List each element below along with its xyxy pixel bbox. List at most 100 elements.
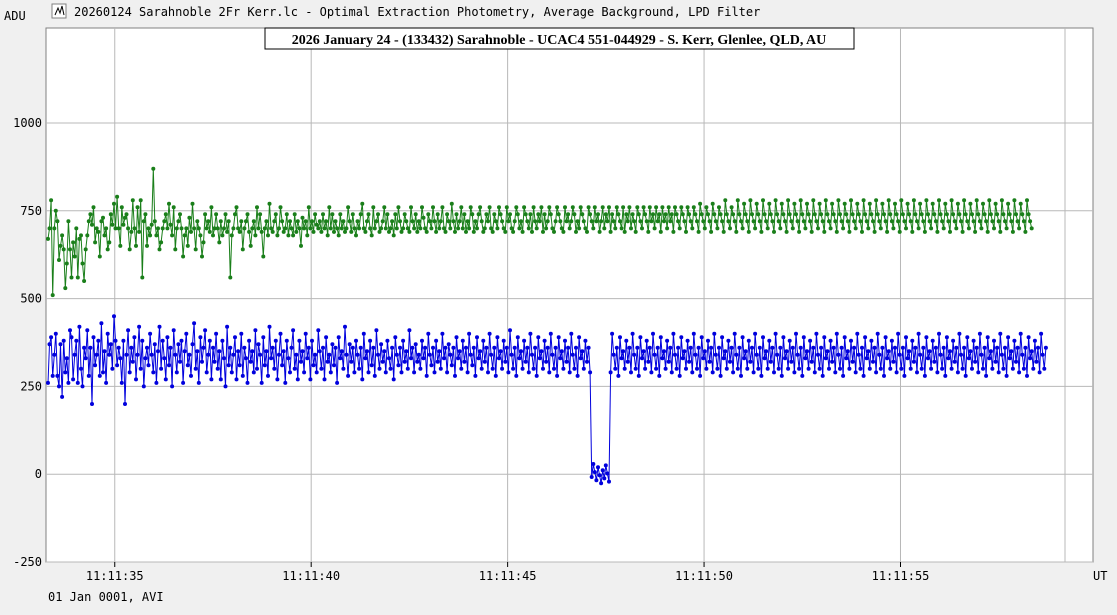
data-point bbox=[622, 229, 627, 234]
data-point bbox=[123, 402, 127, 406]
data-point bbox=[987, 198, 992, 203]
data-point bbox=[874, 198, 879, 203]
data-point bbox=[797, 229, 802, 234]
data-point bbox=[80, 384, 85, 389]
data-point bbox=[297, 226, 302, 231]
data-point bbox=[440, 331, 445, 336]
data-point bbox=[443, 345, 448, 350]
data-point bbox=[498, 212, 503, 217]
data-point bbox=[542, 338, 547, 343]
data-point bbox=[346, 205, 351, 210]
data-point bbox=[833, 219, 838, 224]
data-point bbox=[627, 345, 632, 350]
data-point bbox=[383, 226, 388, 231]
data-point bbox=[396, 205, 401, 210]
data-point bbox=[583, 226, 588, 231]
data-point bbox=[333, 345, 338, 350]
data-point bbox=[699, 335, 704, 340]
data-point bbox=[789, 359, 794, 364]
data-point bbox=[657, 373, 662, 378]
y-tick-label: 250 bbox=[20, 379, 42, 393]
data-point bbox=[891, 359, 896, 364]
data-point bbox=[550, 352, 555, 357]
data-point bbox=[553, 219, 558, 224]
data-point bbox=[990, 219, 995, 224]
data-point bbox=[281, 229, 286, 234]
data-point bbox=[467, 226, 472, 231]
data-point bbox=[882, 212, 886, 217]
data-point bbox=[492, 212, 497, 217]
data-point bbox=[684, 229, 688, 234]
data-point bbox=[630, 331, 635, 336]
data-point bbox=[335, 380, 340, 385]
data-point bbox=[146, 226, 151, 231]
data-point bbox=[770, 345, 775, 350]
data-point bbox=[338, 212, 343, 217]
data-point bbox=[104, 226, 109, 231]
data-point bbox=[1026, 335, 1031, 340]
data-point bbox=[831, 345, 836, 350]
data-point bbox=[52, 226, 57, 231]
data-point bbox=[836, 198, 841, 203]
data-point bbox=[354, 338, 358, 343]
data-point bbox=[322, 377, 327, 382]
data-point bbox=[570, 205, 575, 210]
data-point bbox=[618, 335, 622, 340]
data-point bbox=[438, 219, 443, 224]
data-point bbox=[46, 380, 50, 385]
data-point bbox=[369, 363, 374, 368]
data-point bbox=[423, 345, 428, 350]
data-point bbox=[1003, 219, 1007, 224]
data-point bbox=[856, 352, 861, 357]
data-point bbox=[138, 198, 143, 203]
data-point bbox=[273, 212, 278, 217]
data-point bbox=[445, 370, 450, 375]
data-point bbox=[1017, 370, 1022, 375]
data-point bbox=[201, 345, 206, 350]
data-point bbox=[663, 212, 668, 217]
data-point bbox=[487, 331, 492, 336]
data-point bbox=[984, 373, 989, 378]
data-point bbox=[849, 198, 853, 203]
data-point bbox=[498, 349, 503, 354]
data-point bbox=[864, 356, 869, 361]
data-point bbox=[662, 219, 666, 224]
data-point bbox=[420, 338, 424, 343]
data-point bbox=[652, 226, 657, 231]
data-point bbox=[220, 233, 225, 238]
data-point bbox=[899, 198, 904, 203]
data-point bbox=[361, 226, 366, 231]
data-point bbox=[464, 345, 468, 350]
data-point bbox=[1004, 373, 1009, 378]
data-point bbox=[545, 219, 550, 224]
data-point bbox=[860, 345, 864, 350]
data-point bbox=[735, 198, 740, 203]
data-point bbox=[283, 226, 288, 231]
data-point bbox=[242, 345, 247, 350]
data-point bbox=[184, 226, 189, 231]
data-point bbox=[940, 366, 945, 371]
data-point bbox=[148, 233, 153, 238]
data-point bbox=[812, 370, 817, 375]
lightcurve-icon bbox=[51, 3, 67, 19]
y-tick-label: 0 bbox=[35, 467, 42, 481]
data-point bbox=[127, 247, 132, 252]
data-point bbox=[278, 205, 283, 210]
data-point bbox=[608, 229, 613, 234]
data-point bbox=[754, 201, 759, 206]
data-point bbox=[583, 338, 588, 343]
data-point bbox=[566, 212, 571, 217]
data-point bbox=[206, 352, 211, 357]
data-point bbox=[314, 222, 319, 227]
data-point bbox=[618, 219, 622, 224]
data-point bbox=[170, 233, 175, 238]
data-point bbox=[143, 356, 148, 361]
x-tick-label: 11:11:45 bbox=[479, 569, 537, 583]
data-point bbox=[872, 345, 877, 350]
data-point bbox=[858, 219, 863, 224]
data-point bbox=[410, 219, 415, 224]
data-point bbox=[784, 349, 789, 354]
data-point bbox=[888, 366, 893, 371]
data-point bbox=[555, 373, 560, 378]
data-point bbox=[93, 240, 98, 245]
